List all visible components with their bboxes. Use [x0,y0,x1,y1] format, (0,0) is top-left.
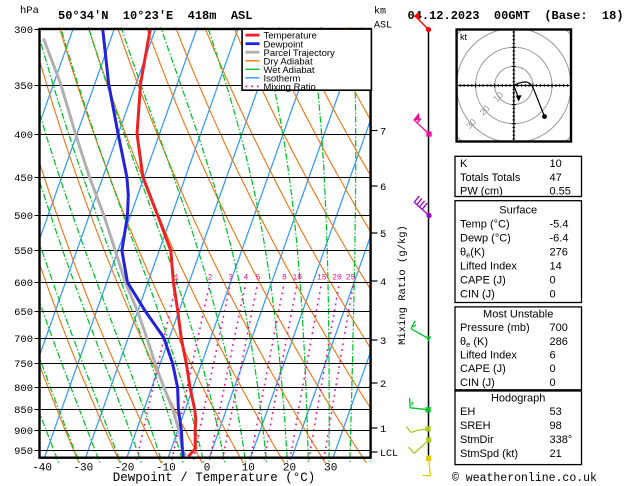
svg-text:650: 650 [14,307,33,319]
svg-text:5: 5 [380,229,386,241]
svg-text:-40: -40 [32,463,52,475]
svg-text:300: 300 [14,25,33,37]
svg-text:-10: -10 [156,463,176,475]
svg-text:StmDir: StmDir [460,434,494,446]
svg-text:-30: -30 [73,463,93,475]
svg-text:Surface: Surface [499,205,537,217]
svg-text:10: 10 [242,463,255,475]
svg-text:θe (K): θe (K) [460,336,488,349]
svg-text:286: 286 [550,336,568,348]
svg-text:Most Unstable: Most Unstable [483,308,553,320]
svg-text:Temperature: Temperature [264,31,317,42]
svg-text:© weatheronline.co.uk: © weatheronline.co.uk [452,472,597,485]
svg-text:53: 53 [550,406,562,418]
svg-text:CIN (J): CIN (J) [460,289,495,301]
svg-text:Dewpoint / Temperature (°C): Dewpoint / Temperature (°C) [113,471,316,485]
svg-text:0: 0 [550,363,556,375]
svg-text:SREH: SREH [460,420,491,432]
svg-text:θe(K): θe(K) [460,247,485,260]
svg-text:kt: kt [460,32,468,42]
svg-text:3: 3 [380,336,386,348]
svg-text:Lifted Index: Lifted Index [460,261,517,273]
svg-text:Totals Totals: Totals Totals [460,172,521,184]
svg-text:LCL: LCL [380,449,398,460]
svg-text:Pressure (mb): Pressure (mb) [460,322,530,334]
svg-text:750: 750 [14,359,33,371]
svg-text:Dewp (°C): Dewp (°C) [460,233,511,245]
svg-text:700: 700 [14,334,33,346]
svg-text:600: 600 [14,278,33,290]
svg-text:CAPE (J): CAPE (J) [460,363,506,375]
svg-text:Mixing Ratio: Mixing Ratio [264,82,316,93]
svg-text:K: K [460,158,468,170]
svg-text:400: 400 [14,130,33,142]
svg-text:Isotherm: Isotherm [264,73,301,84]
svg-text:0.55: 0.55 [550,186,571,198]
svg-text:CIN (J): CIN (J) [460,377,495,389]
svg-text:Wet Adiabat: Wet Adiabat [264,65,315,76]
svg-text:Temp (°C): Temp (°C) [460,219,510,231]
svg-text:850: 850 [14,405,33,417]
svg-text:800: 800 [14,383,33,395]
svg-text:10: 10 [550,158,562,170]
svg-text:-5.4: -5.4 [550,219,569,231]
svg-text:-6.4: -6.4 [550,233,569,245]
svg-text:7: 7 [380,127,386,139]
svg-text:500: 500 [14,211,33,223]
svg-text:3: 3 [228,274,233,283]
svg-text:EH: EH [460,406,475,418]
svg-text:CAPE (J): CAPE (J) [460,275,506,287]
svg-text:21: 21 [550,448,562,460]
svg-text:Dewpoint: Dewpoint [264,39,304,50]
svg-text:900: 900 [14,426,33,438]
svg-text:950: 950 [14,446,33,458]
svg-text:0: 0 [550,275,556,287]
svg-text:6: 6 [550,350,556,362]
svg-text:50°34'N 10°23'E 418m ASL: 50°34'N 10°23'E 418m ASL [58,9,252,23]
svg-text:Dry Adiabat: Dry Adiabat [264,56,313,67]
svg-text:hPa: hPa [20,5,39,17]
svg-text:450: 450 [14,173,33,185]
svg-text:10: 10 [292,274,302,283]
svg-text:30: 30 [324,463,337,475]
svg-text:Mixing Ratio (g/kg): Mixing Ratio (g/kg) [397,225,409,345]
svg-text:15: 15 [317,274,327,283]
svg-text:ASL: ASL [374,21,392,32]
svg-text:Hodograph: Hodograph [491,392,545,404]
svg-text:0: 0 [550,289,556,301]
svg-text:550: 550 [14,246,33,258]
svg-text:Parcel Trajectory: Parcel Trajectory [264,48,336,59]
svg-text:6: 6 [380,182,386,194]
svg-text:04.12.2023 00GMT (Base: 18): 04.12.2023 00GMT (Base: 18) [408,9,624,23]
svg-text:1: 1 [174,274,179,283]
svg-text:276: 276 [550,247,568,259]
svg-text:0: 0 [204,463,211,475]
svg-text:0: 0 [550,377,556,389]
svg-text:8: 8 [282,274,287,283]
svg-text:StmSpd (kt): StmSpd (kt) [460,448,518,460]
svg-text:20: 20 [283,463,296,475]
svg-text:5: 5 [256,274,261,283]
svg-text:2: 2 [380,379,386,391]
svg-text:25: 25 [346,274,356,283]
svg-text:47: 47 [550,172,562,184]
svg-text:350: 350 [14,81,33,93]
svg-text:Lifted Index: Lifted Index [460,350,517,362]
svg-text:98: 98 [550,420,562,432]
svg-text:700: 700 [550,322,568,334]
svg-text:km: km [374,6,386,18]
svg-text:14: 14 [550,261,562,273]
svg-text:4: 4 [380,277,386,289]
svg-text:2: 2 [208,274,213,283]
svg-text:PW (cm): PW (cm) [460,186,503,198]
svg-text:-20: -20 [115,463,135,475]
svg-text:20: 20 [332,274,342,283]
svg-text:338°: 338° [550,434,573,446]
svg-text:4: 4 [243,274,248,283]
svg-text:1: 1 [380,424,386,436]
